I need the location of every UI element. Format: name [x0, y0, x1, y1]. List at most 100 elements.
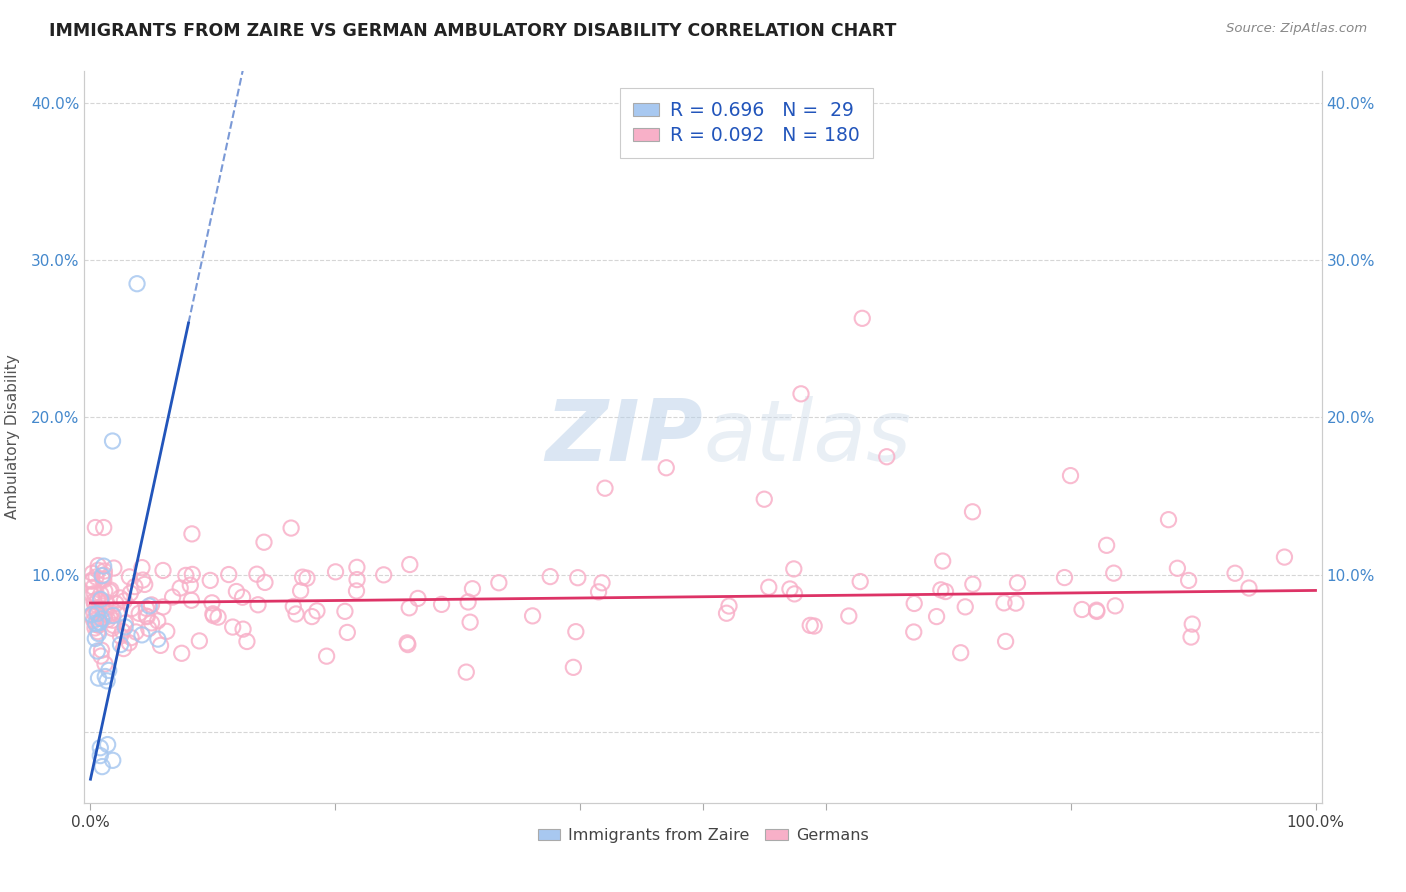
Text: IMMIGRANTS FROM ZAIRE VS GERMAN AMBULATORY DISABILITY CORRELATION CHART: IMMIGRANTS FROM ZAIRE VS GERMAN AMBULATO…	[49, 22, 897, 40]
Point	[103, 561, 125, 575]
Point	[962, 577, 984, 591]
Point	[346, 583, 368, 598]
Point	[1177, 574, 1199, 588]
Point	[333, 604, 356, 618]
Point	[717, 599, 740, 613]
Point	[146, 614, 169, 628]
Point	[246, 567, 269, 582]
Point	[100, 606, 122, 620]
Point	[107, 607, 129, 622]
Point	[86, 644, 108, 658]
Point	[325, 565, 347, 579]
Point	[253, 535, 276, 549]
Point	[398, 558, 420, 572]
Point	[93, 573, 115, 587]
Point	[120, 586, 142, 600]
Point	[955, 599, 977, 614]
Point	[131, 560, 153, 574]
Point	[181, 567, 204, 582]
Point	[135, 601, 157, 615]
Point	[931, 554, 953, 568]
Point	[838, 609, 860, 624]
Point	[458, 615, 481, 630]
Point	[96, 595, 118, 609]
Point	[1007, 575, 1029, 590]
Point	[567, 571, 589, 585]
Point	[84, 615, 107, 630]
Point	[225, 584, 247, 599]
Point	[80, 574, 103, 588]
Point	[97, 738, 120, 752]
Point	[201, 596, 224, 610]
Point	[89, 748, 111, 763]
Point	[94, 605, 117, 619]
Point	[141, 598, 163, 612]
Point	[131, 628, 153, 642]
Point	[156, 624, 179, 639]
Point	[138, 622, 160, 636]
Point	[152, 564, 174, 578]
Point	[903, 625, 925, 640]
Point	[430, 598, 453, 612]
Point	[562, 660, 585, 674]
Point	[290, 583, 312, 598]
Point	[346, 573, 368, 587]
Point	[91, 603, 114, 617]
Point	[86, 624, 108, 639]
Point	[1104, 599, 1126, 613]
Point	[83, 594, 105, 608]
Point	[91, 759, 114, 773]
Point	[1166, 561, 1188, 575]
Point	[461, 582, 484, 596]
Point	[82, 566, 104, 581]
Point	[949, 646, 972, 660]
Point	[295, 571, 318, 585]
Point	[180, 593, 202, 607]
Point	[222, 620, 245, 634]
Point	[100, 583, 122, 598]
Point	[80, 607, 103, 622]
Point	[283, 599, 305, 614]
Point	[1095, 538, 1118, 552]
Point	[101, 613, 124, 627]
Point	[146, 632, 169, 646]
Text: atlas: atlas	[703, 395, 911, 479]
Point	[83, 606, 105, 620]
Point	[790, 387, 813, 401]
Point	[993, 596, 1015, 610]
Point	[179, 578, 201, 592]
Point	[934, 584, 956, 599]
Point	[91, 572, 114, 586]
Point	[89, 615, 111, 629]
Point	[94, 657, 117, 671]
Point	[112, 594, 135, 608]
Point	[188, 634, 211, 648]
Point	[207, 610, 229, 624]
Point	[1005, 596, 1028, 610]
Point	[754, 492, 776, 507]
Point	[783, 562, 806, 576]
Point	[114, 615, 136, 630]
Point	[876, 450, 898, 464]
Point	[120, 631, 142, 645]
Point	[1085, 603, 1108, 617]
Point	[1180, 630, 1202, 644]
Point	[201, 607, 224, 621]
Point	[124, 580, 146, 594]
Point	[170, 646, 193, 660]
Point	[101, 621, 124, 635]
Point	[1274, 550, 1296, 565]
Point	[336, 625, 359, 640]
Point	[538, 569, 561, 583]
Legend: Immigrants from Zaire, Germans: Immigrants from Zaire, Germans	[531, 822, 875, 850]
Point	[98, 584, 121, 599]
Point	[396, 638, 419, 652]
Point	[236, 634, 259, 648]
Point	[89, 594, 111, 608]
Point	[101, 753, 124, 767]
Point	[84, 632, 107, 646]
Y-axis label: Ambulatory Disability: Ambulatory Disability	[4, 355, 20, 519]
Point	[398, 600, 420, 615]
Point	[406, 591, 429, 606]
Point	[103, 618, 125, 632]
